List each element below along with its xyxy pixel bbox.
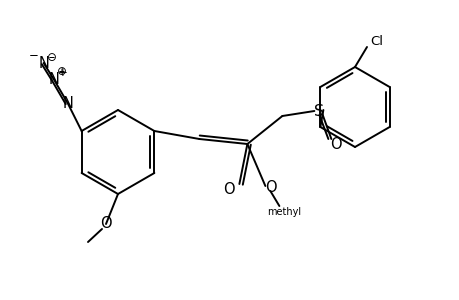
Text: O: O [265,181,277,196]
Text: O: O [223,182,235,196]
Text: N: N [62,95,73,110]
Text: S: S [313,103,324,118]
Text: Cl: Cl [369,34,383,47]
Text: O: O [330,136,341,152]
Text: ⊕: ⊕ [56,64,67,77]
Text: O: O [100,217,112,232]
Text: ⊖: ⊖ [46,50,56,64]
Text: −: − [28,49,39,62]
Text: methyl: methyl [267,207,301,217]
Text: +: + [57,65,67,79]
Text: N: N [48,71,59,86]
Text: N: N [38,56,49,70]
